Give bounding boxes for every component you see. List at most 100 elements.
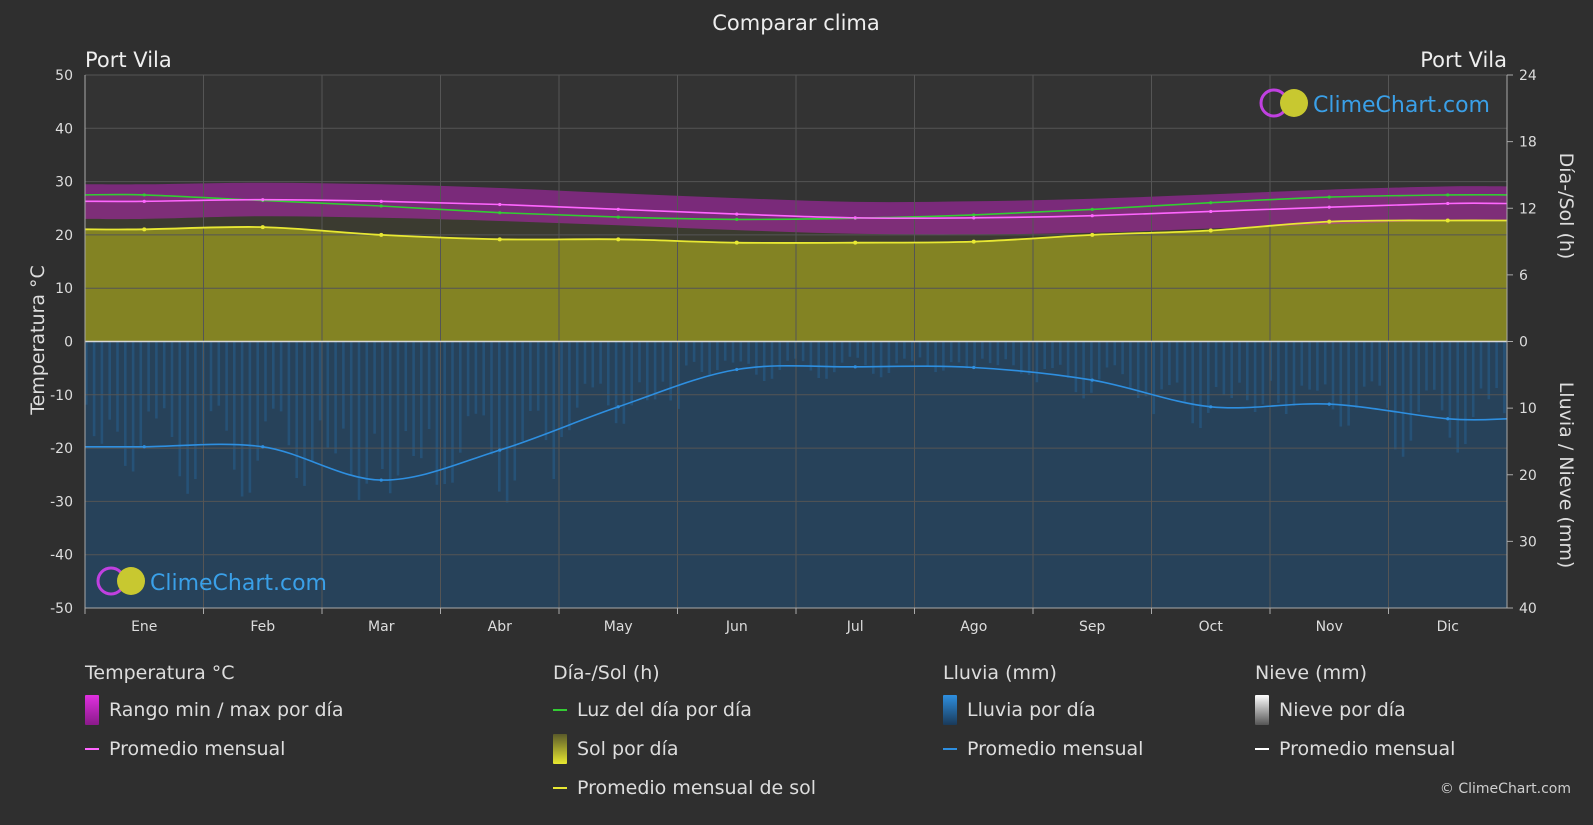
rain-day-bar (833, 341, 836, 373)
rain-day-bar (1495, 341, 1498, 388)
rain-day-bar (490, 341, 493, 455)
rain-day-bar (1308, 341, 1311, 390)
temperature-point (972, 216, 976, 220)
rain-day-bar (895, 341, 898, 364)
logo-sun-icon (117, 567, 145, 595)
rain-day-bar (583, 341, 587, 384)
rain-day-bar (1043, 341, 1046, 369)
rain-day-bar (1160, 341, 1163, 390)
rain-day-bar (427, 341, 431, 430)
rain-day-bar (1394, 341, 1397, 450)
rain-day-bar (147, 341, 150, 412)
rain-day-bar (638, 341, 641, 383)
temperature-point (261, 198, 265, 202)
watermark-text-top: ClimeChart.com (1313, 93, 1490, 118)
temperature-point (1209, 209, 1213, 214)
rain-day-bar (1199, 341, 1202, 428)
rain-day-bar (1370, 341, 1374, 382)
rain-day-bar (1230, 341, 1233, 398)
rain-day-bar (233, 341, 236, 470)
temperature-point (1327, 205, 1331, 209)
rain-day-bar (1409, 341, 1413, 441)
rain-point (379, 478, 383, 482)
temperature-point (1446, 201, 1450, 206)
rain-day-bar (552, 341, 556, 479)
rain-day-bar (661, 341, 665, 382)
rain-day-bar (116, 341, 119, 432)
rain-day-bar (1168, 341, 1171, 386)
rain-point (616, 405, 620, 409)
sunshine-point (142, 227, 147, 232)
rain-day-bar (716, 341, 719, 371)
rain-day-bar (264, 341, 267, 422)
rain-day-bar (1152, 341, 1156, 415)
location-left: Port Vila (85, 48, 172, 72)
temperature-point (142, 199, 146, 203)
rain-day-bar (1331, 341, 1335, 410)
rain-day-bar (1362, 341, 1366, 387)
x-tick-label: Ago (960, 619, 987, 635)
rain-day-bar (505, 341, 509, 503)
rain-day-bar (1401, 341, 1405, 457)
rain-day-bar (949, 341, 953, 363)
rain-day-bar (864, 341, 867, 366)
rain-day-bar (474, 341, 478, 414)
rain-day-bar (1175, 341, 1179, 383)
rain-day-bar (1339, 341, 1343, 427)
watermark-top: ClimeChart.com (1259, 88, 1490, 118)
watermark-bottom: ClimeChart.com (96, 566, 327, 596)
rain-day-bar (443, 341, 446, 484)
daylight-line (84, 193, 1508, 221)
rain-day-bar (256, 341, 259, 461)
rain-day-bar (731, 341, 735, 363)
rain-day-bar (1316, 341, 1319, 391)
sunshine-point (379, 232, 384, 237)
daylight-point (616, 215, 620, 219)
location-right: Port Vila (1420, 48, 1507, 72)
rain-day-bar (568, 341, 571, 431)
rain-day-bar (801, 341, 805, 362)
rain-day-bar (1066, 341, 1070, 378)
rain-day-bar (794, 341, 797, 359)
legend-item: Promedio mensual (943, 737, 1143, 761)
y-left-tick-label: -50 (50, 601, 73, 617)
legend-snow: Nieve (mm) Nieve por día Promedio mensua… (1255, 662, 1455, 776)
rain-day-bar (903, 341, 906, 359)
rain-day-bar (85, 341, 88, 405)
legend-label: Lluvia por día (967, 699, 1096, 721)
rain-day-bar (342, 341, 345, 429)
chart-title: Comparar clima (712, 11, 880, 35)
rain-day-bar (1261, 341, 1265, 405)
rain-day-bar (848, 341, 852, 357)
rain-day-bar (295, 341, 298, 478)
rain-point (1327, 402, 1331, 406)
temperature-avg-line (84, 198, 1508, 220)
rain-day-bar (92, 341, 96, 437)
rain-day-bar (1027, 341, 1031, 375)
y-left-tick-label: 50 (55, 68, 73, 84)
rain-day-bar (1355, 341, 1358, 409)
rain-day-bar (1292, 341, 1296, 406)
rain-day-bar (124, 341, 127, 466)
rain-day-bar (381, 341, 384, 469)
rain-day-bar (1323, 341, 1327, 385)
rain-point (1209, 405, 1213, 409)
rain-day-bar (279, 341, 283, 412)
rain-day-bar (459, 341, 462, 453)
y-left-tick-label: 40 (55, 121, 73, 137)
rain-day-bar (1471, 341, 1475, 418)
rain-day-bar (521, 341, 524, 441)
x-tick-label: Jul (846, 619, 864, 635)
rain-day-bar (1277, 341, 1280, 404)
rain-day-bar (536, 341, 540, 411)
rain-day-bar (311, 341, 314, 462)
rain-day-bar (1487, 341, 1491, 400)
rain-day-bar (1059, 341, 1062, 365)
rain-day-bar (1300, 341, 1304, 386)
rain-day-bar (957, 341, 961, 363)
daylight-point (498, 211, 502, 215)
rain-day-bar (778, 341, 782, 370)
rain-day-bar (287, 341, 291, 446)
rain-day-bar (646, 341, 649, 401)
x-tick-label: Sep (1079, 619, 1106, 635)
